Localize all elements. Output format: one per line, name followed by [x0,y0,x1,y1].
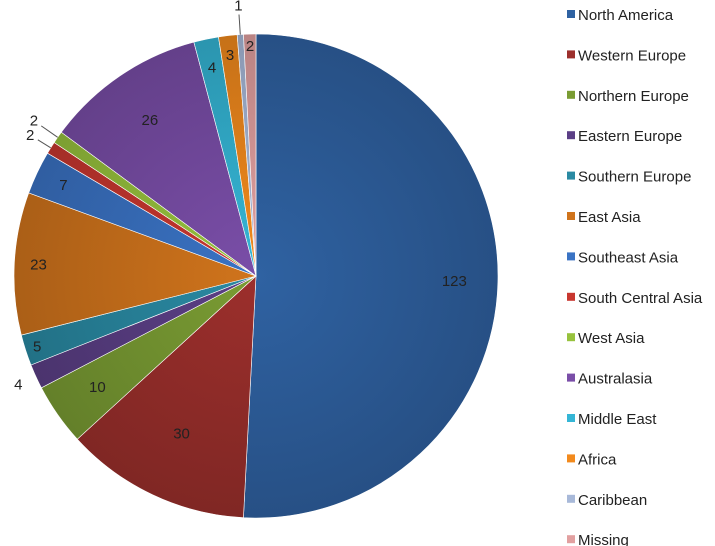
legend-label-missing: Missing [578,532,629,546]
legend-swatch-eastern-europe [567,131,575,139]
pie-slices [14,34,498,518]
legend-swatch-southern-europe [567,172,575,180]
legend-swatch-australasia [567,374,575,382]
legend-swatch-caribbean [567,495,575,503]
slice-label-missing: 2 [246,38,254,55]
legend-label-south-central-asia: South Central Asia [578,290,703,307]
leader-line-caribbean [239,15,240,35]
slice-label-australasia: 26 [142,112,159,129]
legend-label-australasia: Australasia [578,371,653,388]
legend-label-eastern-europe: Eastern Europe [578,128,682,145]
slice-label-middle-east: 4 [208,60,216,77]
slice-label-east-asia: 23 [30,257,47,274]
legend-label-southeast-asia: Southeast Asia [578,249,679,266]
legend-label-africa: Africa [578,451,617,468]
slice-label-west-asia: 2 [30,113,38,130]
legend-swatch-southeast-asia [567,252,575,260]
legend-swatch-north-america [567,10,575,18]
legend-label-caribbean: Caribbean [578,492,647,509]
legend-label-middle-east: Middle East [578,411,657,428]
legend-swatch-africa [567,454,575,462]
leader-line-west-asia [41,126,57,137]
legend-swatch-west-asia [567,333,575,341]
legend-swatch-middle-east [567,414,575,422]
legend-swatch-northern-europe [567,91,575,99]
legend-swatch-east-asia [567,212,575,220]
legend-label-southern-europe: Southern Europe [578,169,691,186]
legend: North America Western Europe Northern Euro… [567,7,703,546]
legend-swatch-south-central-asia [567,293,575,301]
legend-swatch-western-europe [567,50,575,58]
slice-label-northern-europe: 10 [89,379,106,396]
legend-label-west-asia: West Asia [578,330,645,347]
slice-label-southern-europe: 5 [33,338,41,355]
slice-label-africa: 3 [226,47,234,64]
legend-label-north-america: North America [578,7,674,24]
slice-label-caribbean: 1 [234,0,242,15]
leader-line-south-central-asia [38,140,51,148]
legend-label-northern-europe: Northern Europe [578,88,689,105]
slice-label-southeast-asia: 7 [59,177,67,194]
slice-label-western-europe: 30 [173,426,190,443]
slice-label-north-america: 123 [442,273,467,290]
slice-label-eastern-europe: 4 [14,377,22,394]
legend-label-east-asia: East Asia [578,209,641,226]
legend-swatch-missing [567,535,575,543]
legend-label-western-europe: Western Europe [578,47,686,64]
